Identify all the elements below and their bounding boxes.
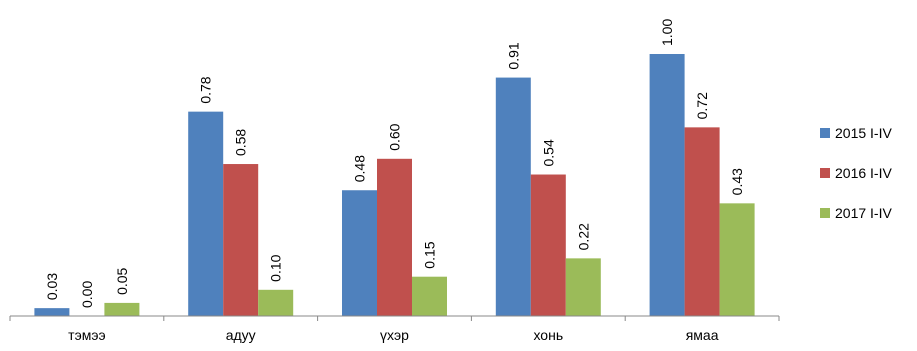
data-label-2015-i-iv-2: 0.48 [352,155,368,182]
bar-2015-i-iv-1 [188,111,224,316]
data-label-2016-i-iv-1: 0.58 [233,129,249,156]
data-label-2015-i-iv-3: 0.91 [505,42,521,69]
legend-label-2015-i-iv: 2015 I-IV [835,125,892,141]
data-label-2017-i-iv-0: 0.05 [114,267,130,294]
plot-area: 0.03 0.00 0.05 0.78 0.58 0.10 0.48 0.60 0.15 0.91… [34,19,755,316]
x-tick-label: тэмээ [68,327,105,343]
bar-2017-i-iv-2 [412,276,447,316]
data-label-2015-i-iv-4: 1.00 [659,19,675,46]
data-label-2017-i-iv-1: 0.10 [268,254,284,281]
data-label-2016-i-iv-3: 0.54 [540,139,556,166]
data-label-2016-i-iv-2: 0.60 [387,123,403,150]
x-tick-label: ямаа [686,327,719,343]
x-tick-label: адуу [226,327,256,343]
bar-2015-i-iv-0 [34,308,70,316]
bar-2016-i-iv-4 [684,127,720,316]
data-label-2017-i-iv-4: 0.43 [729,168,745,195]
data-label-2017-i-iv-2: 0.15 [422,241,438,268]
legend-swatch-2017-i-iv [820,208,830,218]
bar-2017-i-iv-3 [565,258,601,316]
bar-2017-i-iv-4 [719,203,755,316]
data-label-2015-i-iv-0: 0.03 [44,273,60,300]
data-label-2017-i-iv-3: 0.22 [575,223,591,250]
data-label-2016-i-iv-4: 0.72 [694,92,710,119]
legend-label-2017-i-iv: 2017 I-IV [835,205,892,221]
data-label-2015-i-iv-1: 0.78 [198,76,214,103]
bar-2015-i-iv-3 [495,77,531,316]
legend-label-2016-i-iv: 2016 I-IV [835,165,892,181]
legend: 2015 I-IV 2016 I-IV 2017 I-IV [820,125,892,221]
bar-2016-i-iv-1 [223,164,259,316]
bar-2017-i-iv-0 [104,302,140,316]
bar-2015-i-iv-2 [342,190,377,316]
bar-2015-i-iv-4 [649,54,685,316]
x-tick-label: хонь [533,327,563,343]
bar-2016-i-iv-3 [530,174,566,316]
legend-swatch-2016-i-iv [820,168,830,178]
bar-2017-i-iv-1 [258,289,294,316]
x-axis: тэмээ адуу үхэр хонь ямаа [9,315,780,343]
data-label-2016-i-iv-0: 0.00 [79,281,95,308]
x-tick-label: үхэр [380,327,409,343]
legend-swatch-2015-i-iv [820,128,830,138]
bar-2016-i-iv-2 [377,158,412,316]
